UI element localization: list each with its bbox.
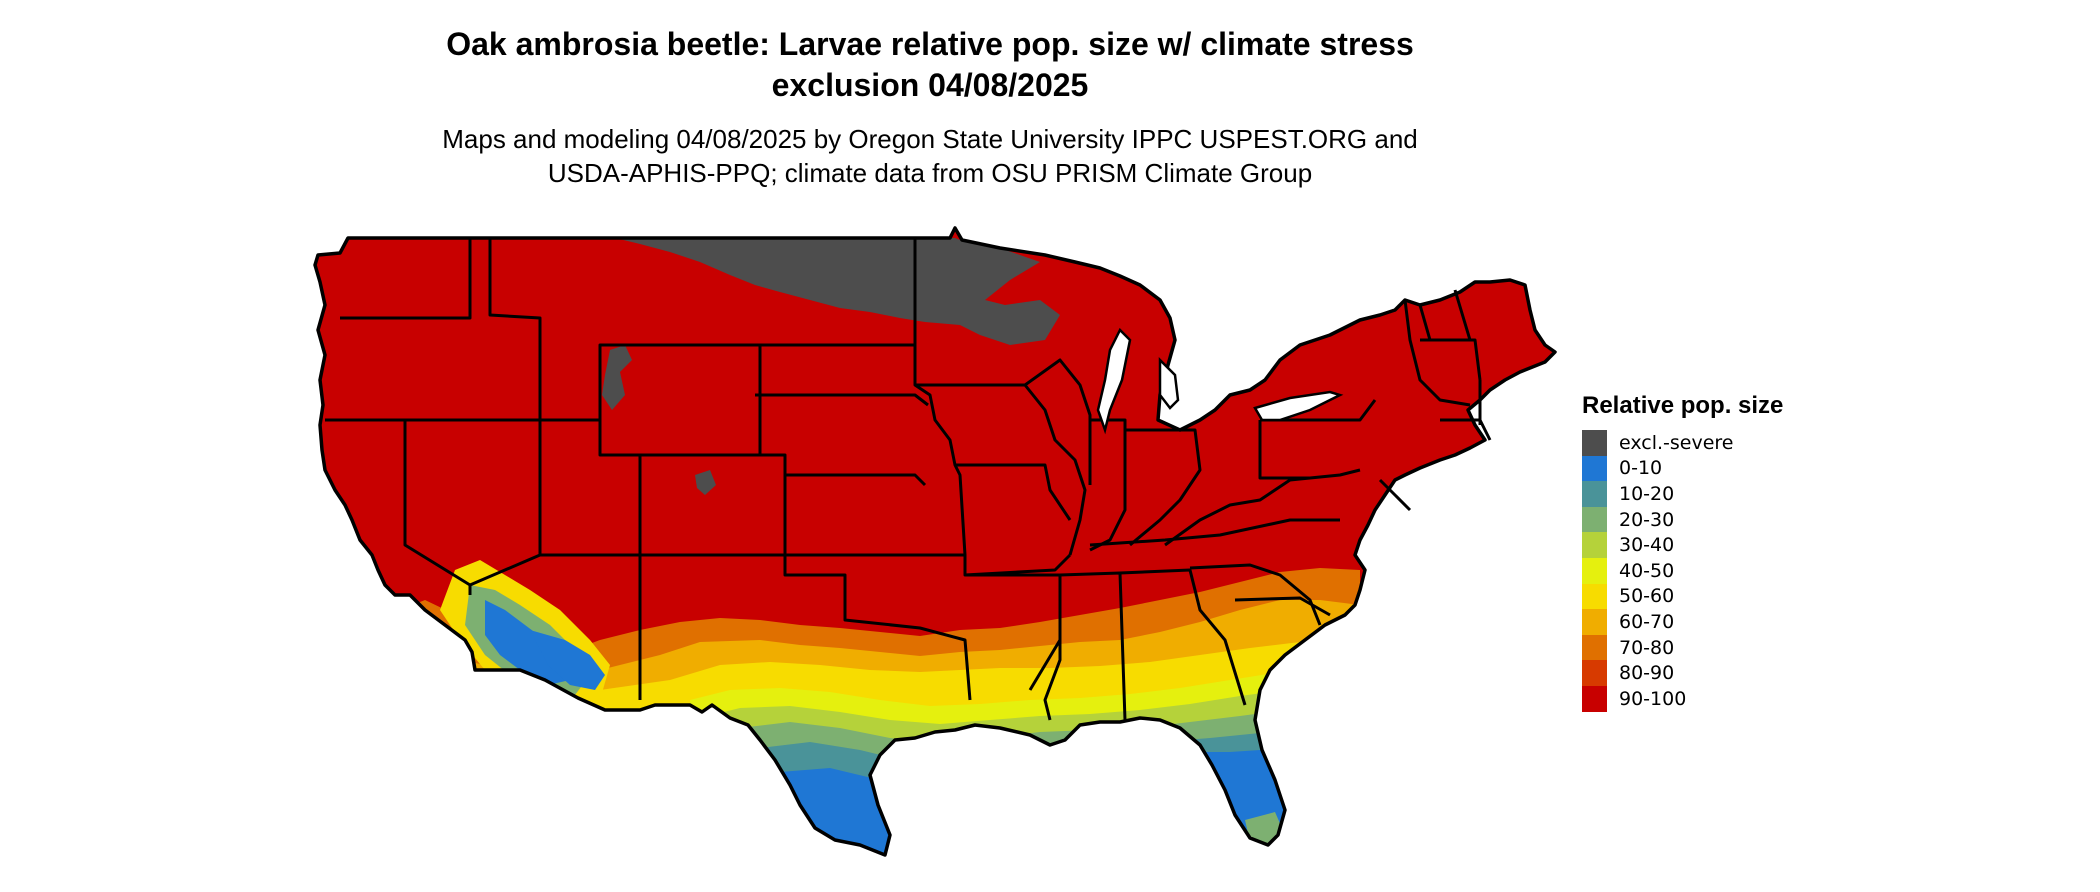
legend-item: 90-100: [1582, 685, 1783, 712]
legend-swatch: [1582, 685, 1607, 712]
map-title-line2: exclusion 04/08/2025: [771, 67, 1089, 103]
map-title: Oak ambrosia beetle: Larvae relative pop…: [0, 24, 1860, 106]
legend-swatch: [1582, 557, 1607, 584]
legend-swatch: [1582, 506, 1607, 533]
legend-label: 20-30: [1619, 508, 1675, 531]
legend-label: 40-50: [1619, 559, 1675, 582]
legend-item: 50-60: [1582, 583, 1783, 610]
great-lakes: [1096, 327, 1344, 435]
legend-swatch: [1582, 532, 1607, 558]
legend-label: 0-10: [1619, 457, 1663, 480]
legend-swatch: [1582, 481, 1607, 507]
legend-title: Relative pop. size: [1582, 392, 1784, 419]
legend-label: 10-20: [1619, 482, 1675, 505]
legend-swatch: [1582, 660, 1607, 686]
legend-item: 80-90: [1582, 660, 1783, 686]
legend-swatch: [1582, 634, 1607, 661]
map-subtitle-line2: USDA-APHIS-PPQ; climate data from OSU PR…: [547, 158, 1313, 188]
legend-label: 70-80: [1619, 636, 1675, 659]
legend-item: 60-70: [1582, 609, 1783, 635]
legend-label: 60-70: [1619, 610, 1675, 633]
legend-label: 90-100: [1619, 687, 1687, 710]
map-subtitle-line1: Maps and modeling 04/08/2025 by Oregon S…: [442, 124, 1418, 154]
legend-item: 0-10: [1582, 455, 1783, 482]
legend-label: excl.-severe: [1619, 431, 1734, 454]
legend-item: 30-40: [1582, 532, 1783, 558]
map-title-line1: Oak ambrosia beetle: Larvae relative pop…: [446, 26, 1414, 62]
legend-swatch: [1582, 609, 1607, 635]
legend-swatch: [1582, 583, 1607, 610]
legend-swatch: [1582, 455, 1607, 482]
region-excl-wyoming: [602, 345, 632, 410]
legend-item: 10-20: [1582, 481, 1783, 507]
region-sw-blue-2: [530, 630, 605, 690]
legend-items: excl.-severe 0-10 10-20 20-30 30-40 40-50 50-6…: [1582, 430, 1783, 712]
legend-label: 30-40: [1619, 534, 1675, 557]
legend-item: 70-80: [1582, 634, 1783, 661]
legend-label: 50-60: [1619, 585, 1675, 608]
legend-item: 40-50: [1582, 557, 1783, 584]
map-subtitle: Maps and modeling 04/08/2025 by Oregon S…: [0, 122, 1860, 190]
state-borders: [313, 226, 1557, 857]
region-excl-colorado: [695, 470, 716, 495]
legend-swatch: [1582, 430, 1607, 456]
legend-label: 80-90: [1619, 662, 1675, 685]
region-excl-north: [615, 238, 1060, 345]
us-map: [313, 226, 1557, 857]
legend-item: excl.-severe: [1582, 430, 1783, 456]
legend: Relative pop. size excl.-severe 0-10 10-20…: [1582, 392, 1783, 712]
legend-item: 20-30: [1582, 506, 1783, 533]
